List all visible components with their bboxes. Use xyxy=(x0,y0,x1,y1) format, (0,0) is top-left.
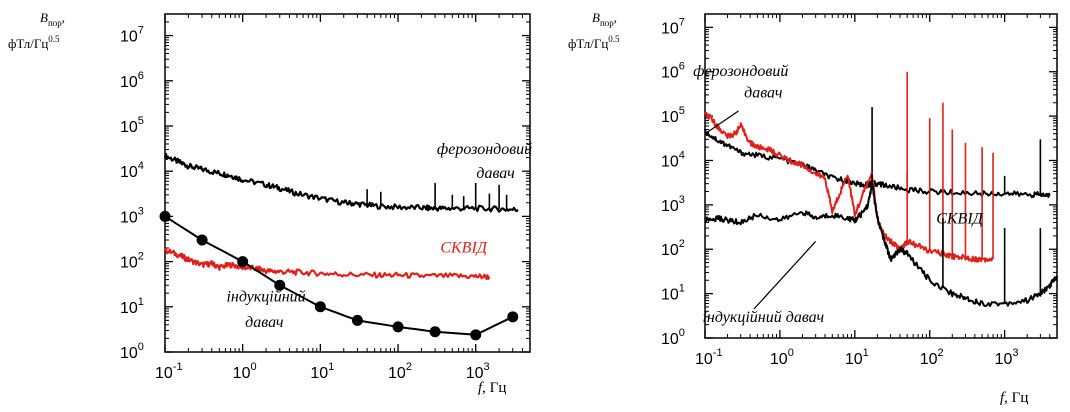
annotation-leader xyxy=(753,241,817,310)
plot-frame xyxy=(704,13,1058,339)
xlabel-left: f, Гц xyxy=(478,380,506,396)
data-point-marker xyxy=(196,234,208,246)
y-tick-label: 105 xyxy=(661,105,685,126)
y-tick-label: 103 xyxy=(120,205,144,226)
data-point-marker xyxy=(392,321,404,333)
data-point-marker xyxy=(507,311,519,323)
x-tick-label: 103 xyxy=(466,361,490,382)
y-tick-label: 103 xyxy=(661,194,685,215)
y-tick-label: 100 xyxy=(661,327,685,348)
series-annotation: давач xyxy=(476,165,515,182)
y-tick-label: 101 xyxy=(661,283,685,304)
series-annotation: ферозондовий xyxy=(693,63,788,80)
series-annotation: СКВІД xyxy=(440,239,487,256)
series-line-2 xyxy=(164,215,514,336)
annotation-leader xyxy=(704,110,739,135)
ylabel-left-unit: фТл/Гц0.5 xyxy=(8,34,60,51)
ylabel-right: Bпор, xyxy=(592,10,617,28)
data-point-marker xyxy=(470,329,482,341)
x-tick-label: 103 xyxy=(995,347,1019,368)
y-tick-label: 101 xyxy=(120,296,144,317)
data-point-marker xyxy=(237,256,249,268)
ylabel-right-unit: фТл/Гц0.5 xyxy=(568,34,620,51)
data-point-marker xyxy=(274,279,286,291)
y-tick-label: 105 xyxy=(120,115,144,136)
data-point-marker xyxy=(159,210,171,222)
chart-right: Bпор, фТл/Гц0.5 f, Гц 10-1 100 101 102 103 10… xyxy=(568,10,1058,406)
x-tick-label: 10-1 xyxy=(695,347,723,368)
data-point-marker xyxy=(429,326,441,338)
xlabel-right: f, Гц xyxy=(1000,390,1028,406)
series-line-0 xyxy=(704,128,1051,199)
series-annotation: індукційний xyxy=(226,289,305,306)
series-annotation: ферозондовий xyxy=(437,141,532,158)
x-tick-label: 100 xyxy=(233,361,257,382)
y-tick-label: 106 xyxy=(661,61,685,82)
series-line-1 xyxy=(163,247,491,280)
y-tick-label: 106 xyxy=(120,70,144,91)
y-tick-label: 107 xyxy=(120,25,144,46)
y-tick-label: 100 xyxy=(120,341,144,362)
y-tick-label: 107 xyxy=(661,16,685,37)
plot-frame xyxy=(164,13,531,353)
y-tick-label: 102 xyxy=(120,251,144,272)
series-annotation: індукційний давач xyxy=(702,309,824,326)
series-annotation: давач xyxy=(744,85,783,102)
series-line-2 xyxy=(704,181,1058,308)
series-line-0 xyxy=(163,152,519,213)
y-tick-label: 102 xyxy=(661,238,685,259)
y-tick-label: 104 xyxy=(661,149,685,170)
series-annotation: давач xyxy=(245,314,284,331)
x-tick-label: 102 xyxy=(920,347,944,368)
x-tick-label: 101 xyxy=(310,361,334,382)
y-tick-label: 104 xyxy=(120,160,144,181)
x-tick-label: 102 xyxy=(388,361,412,382)
data-point-marker xyxy=(314,301,326,313)
x-tick-label: 101 xyxy=(845,347,869,368)
series-line-1 xyxy=(704,111,994,263)
series-annotation: СКВІД xyxy=(936,211,983,228)
x-tick-label: 100 xyxy=(770,347,794,368)
data-point-marker xyxy=(351,314,363,326)
x-tick-label: 10-1 xyxy=(155,361,183,382)
chart-left: Bпор, фТл/Гц0.5 f, Гц 10-1 100 101 102 103 10… xyxy=(8,10,532,396)
ylabel-left: Bпор, xyxy=(40,10,65,28)
